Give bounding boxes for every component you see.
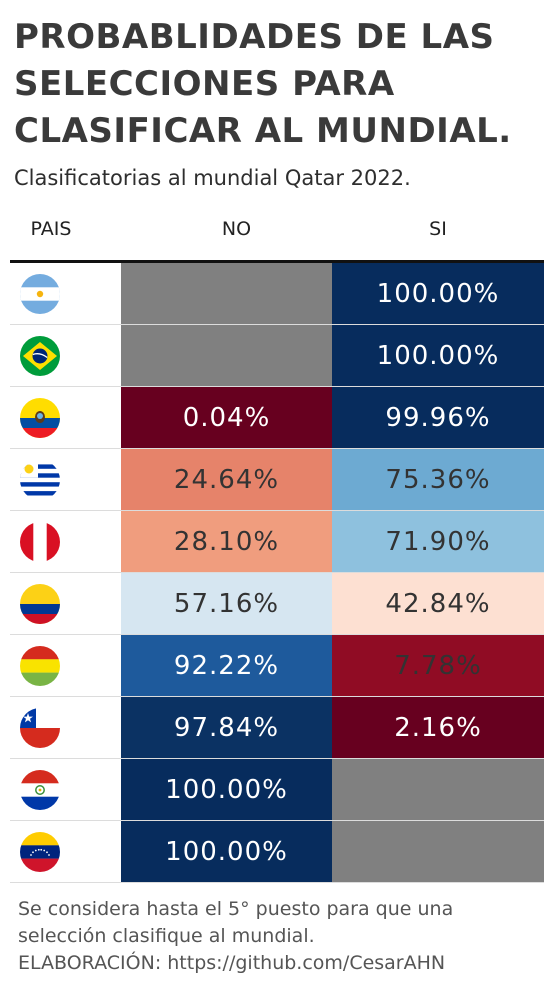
- row-divider: [10, 324, 544, 325]
- title-line: PROBABLIDADES DE LAS: [14, 17, 495, 57]
- title-line: CLASIFICAR AL MUNDIAL.: [14, 111, 512, 151]
- no-probability-cell: 92.22%: [121, 635, 332, 696]
- row-divider: [10, 882, 544, 883]
- row-divider: [10, 510, 544, 511]
- table-row: 100.00%: [10, 325, 544, 387]
- yes-probability-cell: 99.96%: [332, 387, 544, 448]
- row-divider: [10, 572, 544, 573]
- no-probability-cell: 97.84%: [121, 697, 332, 758]
- table-row: 92.22% 7.78%: [10, 635, 544, 697]
- row-divider: [10, 386, 544, 387]
- yes-probability-cell: 42.84%: [332, 573, 544, 634]
- no-probability-cell: 28.10%: [121, 511, 332, 572]
- table-top-rule: [10, 260, 544, 263]
- yes-probability-cell: 100.00%: [332, 263, 544, 324]
- brazil-flag-icon: [20, 336, 60, 376]
- argentina-flag-icon: [20, 274, 60, 314]
- table-row: 24.64% 75.36%: [10, 449, 544, 511]
- table-row: 100.00%: [10, 759, 544, 821]
- no-probability-cell: 100.00%: [121, 759, 332, 820]
- footer-notes: Se considera hasta el 5° puesto para que…: [18, 896, 548, 977]
- yes-probability-cell: 7.78%: [332, 635, 544, 696]
- table-row: 100.00%: [10, 821, 544, 883]
- row-divider: [10, 448, 544, 449]
- footer-source: ELABORACIÓN: https://github.com/CesarAHN: [18, 952, 446, 974]
- table-row: 28.10% 71.90%: [10, 511, 544, 573]
- yes-probability-cell: [332, 759, 544, 820]
- yes-probability-cell: 100.00%: [332, 325, 544, 386]
- no-probability-cell: 24.64%: [121, 449, 332, 510]
- yes-probability-cell: 75.36%: [332, 449, 544, 510]
- bolivia-flag-icon: [20, 646, 60, 686]
- yes-probability-cell: 71.90%: [332, 511, 544, 572]
- paraguay-flag-icon: [20, 770, 60, 810]
- footer-note: selección clasifique al mundial.: [18, 925, 315, 947]
- no-probability-cell: [121, 325, 332, 386]
- table-row: 100.00%: [10, 263, 544, 325]
- chart-title: PROBABLIDADES DE LAS SELECCIONES PARA CL…: [14, 14, 544, 155]
- row-divider: [10, 820, 544, 821]
- table-row: 57.16% 42.84%: [10, 573, 544, 635]
- table-row: 0.04% 99.96%: [10, 387, 544, 449]
- footer-note: Se considera hasta el 5° puesto para que…: [18, 898, 454, 920]
- row-divider: [10, 696, 544, 697]
- peru-flag-icon: [20, 522, 60, 562]
- yes-probability-cell: [332, 821, 544, 882]
- column-header-no: NO: [221, 218, 252, 240]
- no-probability-cell: 100.00%: [121, 821, 332, 882]
- colombia-flag-icon: [20, 584, 60, 624]
- table-row: 97.84% 2.16%: [10, 697, 544, 759]
- row-divider: [10, 634, 544, 635]
- column-header-country: PAIS: [30, 218, 72, 240]
- title-line: SELECCIONES PARA: [14, 64, 395, 104]
- ecuador-flag-icon: [20, 398, 60, 438]
- uruguay-flag-icon: [20, 460, 60, 500]
- column-header-yes: SI: [429, 218, 447, 240]
- no-probability-cell: [121, 263, 332, 324]
- no-probability-cell: 0.04%: [121, 387, 332, 448]
- venezuela-flag-icon: [20, 832, 60, 872]
- chile-flag-icon: [20, 708, 60, 748]
- chart-subtitle: Clasificatorias al mundial Qatar 2022.: [14, 166, 411, 190]
- row-divider: [10, 758, 544, 759]
- no-probability-cell: 57.16%: [121, 573, 332, 634]
- yes-probability-cell: 2.16%: [332, 697, 544, 758]
